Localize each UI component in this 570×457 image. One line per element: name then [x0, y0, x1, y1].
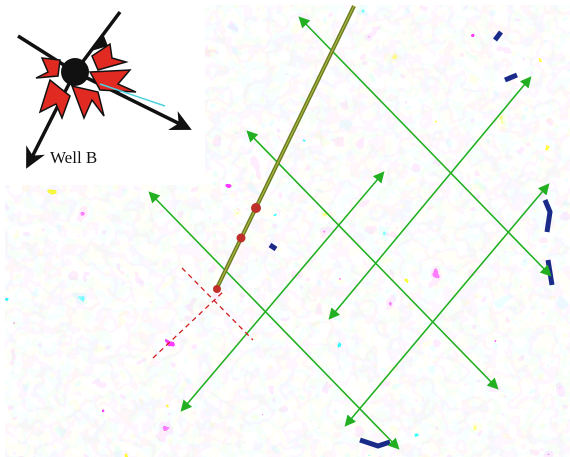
well-label: Well B	[50, 148, 97, 167]
figure: Well B	[0, 0, 570, 457]
rose-diagram	[18, 12, 188, 165]
page: Well B (() => { const data = JSON.parse(…	[0, 0, 570, 457]
